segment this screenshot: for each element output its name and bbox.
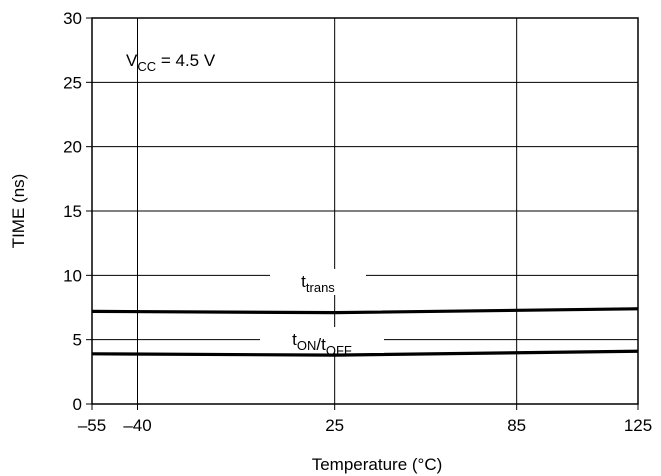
y-tick-labels: 0 5 10 15 20 25 30 xyxy=(63,9,82,414)
grid-lines xyxy=(86,17,639,410)
series-label-bg xyxy=(260,327,384,353)
series-lines xyxy=(91,307,639,357)
x-axis-label: Temperature (°C) xyxy=(312,455,443,474)
x-tick-label: 125 xyxy=(624,416,652,435)
vcc-annotation: VCC = 4.5 V xyxy=(126,51,216,74)
y-axis-label: TIME (ns) xyxy=(9,174,28,249)
x-tick-label: 85 xyxy=(507,416,526,435)
y-tick-label: 25 xyxy=(63,73,82,92)
x-tick-labels: –55 –40 25 85 125 xyxy=(78,416,652,435)
x-tick-label: –55 xyxy=(78,416,106,435)
series-labels: ttrans tON/tOFF xyxy=(260,269,384,358)
series-line-1 xyxy=(91,349,639,357)
y-tick-label: 15 xyxy=(63,202,82,221)
series-line-0 xyxy=(91,307,639,315)
x-tick-label: 25 xyxy=(325,416,344,435)
x-tick-label: –40 xyxy=(123,416,151,435)
y-tick-label: 10 xyxy=(63,266,82,285)
plot-frame xyxy=(91,17,639,405)
y-tick-label: 20 xyxy=(63,138,82,157)
y-tick-label: 30 xyxy=(63,9,82,28)
series-label-0: ttrans xyxy=(301,272,335,295)
y-tick-label: 0 xyxy=(73,395,82,414)
series-label-1: tON/tOFF xyxy=(292,330,352,358)
y-tick-label: 5 xyxy=(73,331,82,350)
series-label-bg xyxy=(270,269,366,295)
